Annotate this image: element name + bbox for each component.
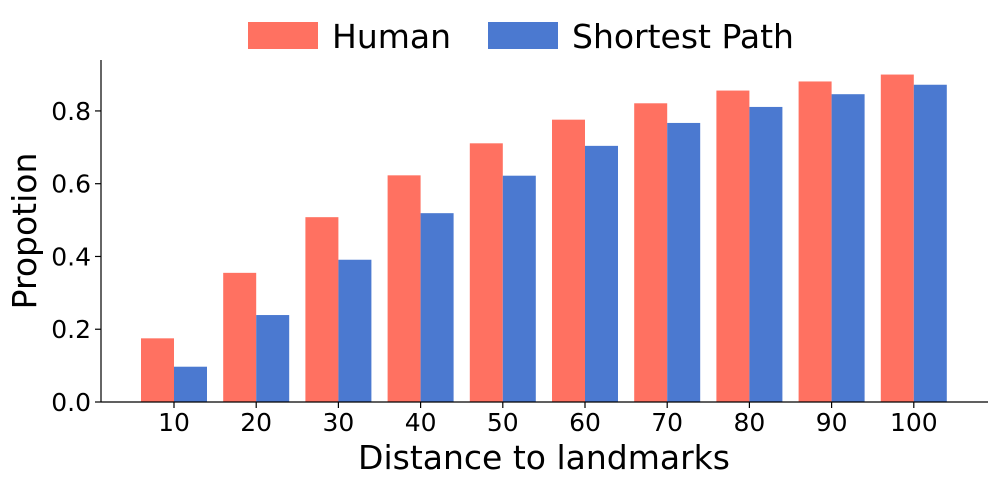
x-tick-label-40: 40 xyxy=(405,408,437,437)
legend-label-shortest-path: Shortest Path xyxy=(572,17,794,56)
bar-human-10 xyxy=(141,338,174,402)
bar-human-80 xyxy=(716,90,750,402)
bar-human-60 xyxy=(552,119,585,402)
legend-label-human: Human xyxy=(332,17,451,56)
y-tick-label-0.6: 0.6 xyxy=(51,170,91,199)
bar-human-20 xyxy=(223,272,257,402)
bar-human-100 xyxy=(880,74,914,402)
y-tick-label-0.0: 0.0 xyxy=(51,388,91,417)
bar-shortest-path-30 xyxy=(338,259,372,402)
y-tick-label-0.4: 0.4 xyxy=(51,242,91,271)
legend-swatch-shortest-path xyxy=(488,22,558,49)
bar-human-30 xyxy=(305,217,339,402)
x-tick-label-30: 30 xyxy=(322,408,354,437)
bar-shortest-path-50 xyxy=(502,175,536,402)
x-tick-label-50: 50 xyxy=(487,408,519,437)
bar-shortest-path-90 xyxy=(831,94,865,402)
legend-swatch-human xyxy=(248,22,318,49)
legend: Human Shortest Path xyxy=(248,17,794,56)
y-tick-label-0.8: 0.8 xyxy=(51,97,91,126)
bar-human-40 xyxy=(387,175,421,402)
y-tick-label-0.2: 0.2 xyxy=(51,315,91,344)
x-tick-label-60: 60 xyxy=(569,408,601,437)
y-axis-label: Propotion xyxy=(5,153,44,310)
bar-shortest-path-60 xyxy=(585,145,618,402)
bars xyxy=(141,74,947,403)
bar-shortest-path-20 xyxy=(256,315,290,402)
bar-shortest-path-80 xyxy=(749,106,783,402)
x-tick-label-80: 80 xyxy=(733,408,765,437)
x-tick-label-70: 70 xyxy=(651,408,683,437)
bar-human-70 xyxy=(634,103,668,402)
x-tick-label-90: 90 xyxy=(816,408,848,437)
axes: 10 20 30 40 50 60 70 80 90 100 0.0 0.2 0.4 0.6 0.8 xyxy=(51,60,988,437)
bar-shortest-path-70 xyxy=(667,122,701,402)
bar-shortest-path-10 xyxy=(174,366,207,402)
x-axis-label: Distance to landmarks xyxy=(358,438,730,477)
x-tick-label-20: 20 xyxy=(240,408,272,437)
x-tick-label-100: 100 xyxy=(890,408,938,437)
bar-shortest-path-40 xyxy=(420,213,454,402)
x-tick-label-10: 10 xyxy=(158,408,190,437)
bar-human-50 xyxy=(469,143,503,402)
bar-human-90 xyxy=(798,81,832,403)
bar-shortest-path-100 xyxy=(913,84,947,403)
